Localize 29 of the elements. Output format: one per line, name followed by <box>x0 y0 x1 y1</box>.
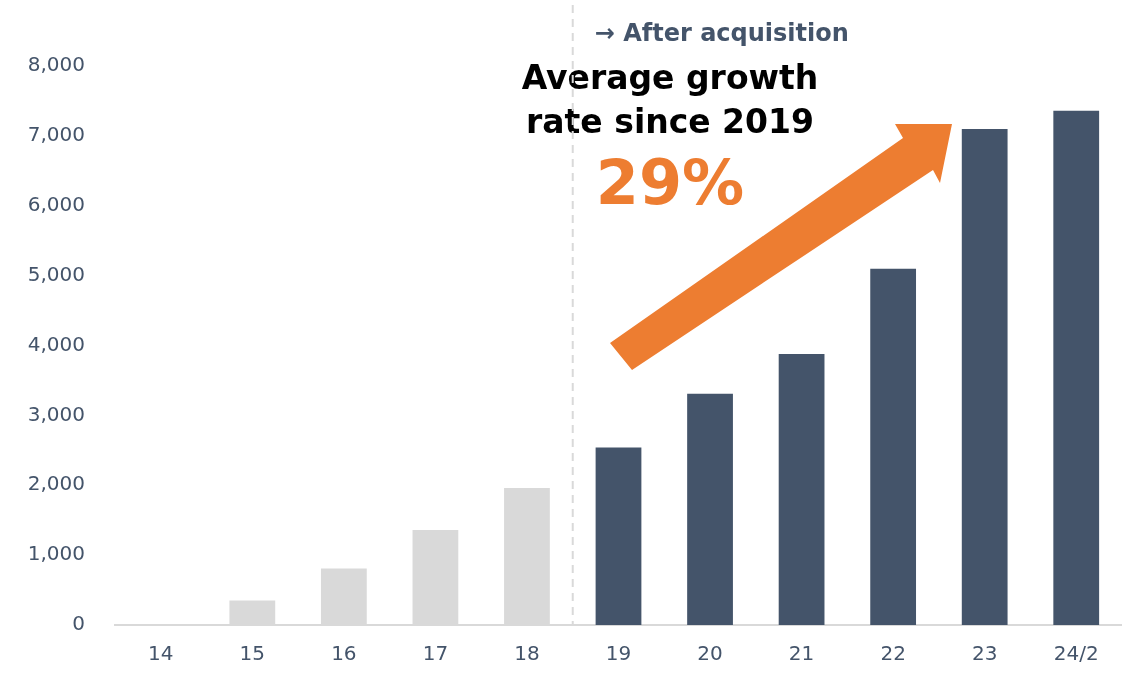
x-tick-label: 23 <box>971 641 998 666</box>
x-tick-label: 16 <box>331 641 357 666</box>
y-tick-label: 8,000 <box>27 52 85 77</box>
bar <box>778 353 825 625</box>
x-tick-label: 18 <box>514 641 540 666</box>
y-tick-label: 4,000 <box>27 331 85 356</box>
text: → After acquisition <box>594 19 849 48</box>
annotation: 29% <box>595 146 745 220</box>
x-tick-label: 20 <box>697 641 723 666</box>
annotation: Average growth rate since 2019 <box>521 57 819 141</box>
y-tick-label: 0 <box>72 611 85 636</box>
x-tick-label: 17 <box>422 641 449 666</box>
y-tick-label: 2,000 <box>27 471 85 496</box>
y-tick-label: 5,000 <box>27 261 85 286</box>
x-tick-label: 24/2 <box>1053 641 1099 666</box>
bar <box>595 447 642 625</box>
bar <box>870 268 917 625</box>
x-tick-label: 22 <box>880 641 906 666</box>
x-tick-label: 14 <box>148 641 174 666</box>
y-tick-label: 3,000 <box>27 401 85 426</box>
bar <box>687 393 733 625</box>
bar <box>1053 110 1100 625</box>
x-tick-label: 15 <box>239 641 266 666</box>
bar <box>961 128 1008 625</box>
y-tick-label: 7,000 <box>27 122 85 147</box>
y-tick-label: 1,000 <box>27 541 85 566</box>
y-tick-label: 6,000 <box>27 191 85 216</box>
x-tick-label: 21 <box>788 641 815 666</box>
x-tick-label: 19 <box>605 641 632 666</box>
